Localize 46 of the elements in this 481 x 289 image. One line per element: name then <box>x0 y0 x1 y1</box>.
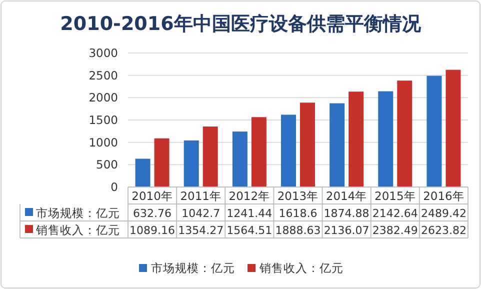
data-label: 2382.49 <box>372 224 418 237</box>
bar <box>378 91 394 187</box>
x-tick-label: 2014年 <box>326 189 368 203</box>
bar <box>426 76 442 187</box>
data-label: 1241.44 <box>226 207 272 220</box>
y-tick-label: 0 <box>110 180 118 194</box>
data-label: 1888.63 <box>275 224 321 237</box>
y-tick-label: 500 <box>96 158 118 172</box>
data-label: 2623.82 <box>420 224 466 237</box>
bar <box>281 114 296 187</box>
bar <box>232 132 248 187</box>
data-label: 1042.7 <box>182 207 220 220</box>
data-label: 1089.16 <box>130 224 176 237</box>
bar <box>348 92 364 187</box>
chart-title: 2010-2016年中国医疗设备供需平衡情况 <box>60 13 422 35</box>
data-label: 2142.64 <box>372 207 418 220</box>
data-label: 1618.6 <box>278 207 318 220</box>
data-label: 632.76 <box>133 207 172 220</box>
bar <box>330 103 345 187</box>
y-tick-label: 2000 <box>88 90 118 105</box>
data-label: 2136.07 <box>324 224 370 237</box>
bar <box>154 138 170 187</box>
x-tick-label: 2015年 <box>374 189 416 203</box>
y-tick-label: 3000 <box>88 46 118 60</box>
bar <box>446 70 461 187</box>
legend-label: 市场规模：亿元 <box>36 206 120 220</box>
x-tick-label: 2010年 <box>132 189 173 203</box>
x-tick-label: 2016年 <box>423 189 464 203</box>
legend: 市场规模：亿元 销售收入：亿元 <box>139 261 344 275</box>
y-tick-label: 1000 <box>88 135 118 150</box>
x-tick-label: 2011年 <box>180 189 222 203</box>
legend-label: 销售收入：亿元 <box>35 223 120 237</box>
x-tick-label: 2013年 <box>277 189 319 203</box>
data-label: 1354.27 <box>178 224 224 237</box>
bar <box>184 140 199 187</box>
bar <box>251 117 266 187</box>
bar <box>300 102 315 187</box>
bar <box>135 158 150 187</box>
y-tick-label: 2500 <box>88 68 118 82</box>
bar <box>202 126 218 187</box>
data-label: 1564.51 <box>226 224 272 237</box>
y-tick-label: 1500 <box>88 113 118 127</box>
data-label: 1874.88 <box>324 207 370 220</box>
x-tick-label: 2012年 <box>228 189 270 203</box>
data-label: 2489.42 <box>420 207 466 220</box>
bar <box>397 80 412 187</box>
